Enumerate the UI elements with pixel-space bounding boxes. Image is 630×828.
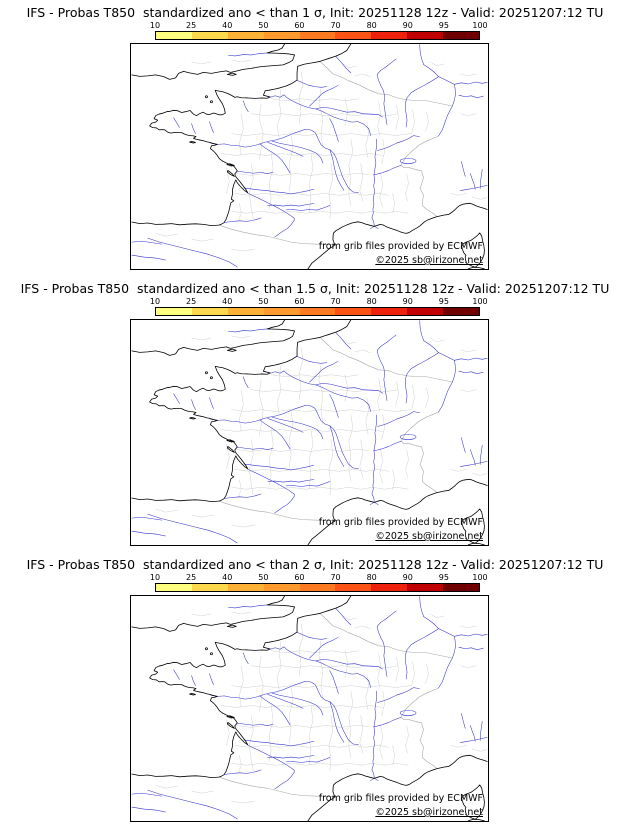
colorbar-segment (227, 308, 264, 315)
colorbar-segment (191, 308, 228, 315)
colorbar-segment (191, 32, 228, 39)
colorbar-segment (443, 584, 480, 591)
colorbar-segment (299, 584, 336, 591)
colorbar-tick: 40 (222, 573, 233, 582)
probability-colorbar: 10 25 40 50 60 70 80 90 95 100 (150, 573, 488, 593)
probability-colorbar: 10 25 40 50 60 70 80 90 95 100 (150, 21, 488, 41)
france-map (131, 596, 488, 821)
panel-sigma-1: IFS - Probas T850 standardized ano < tha… (0, 0, 630, 276)
france-map-frame: from grib files provided by ECMWF ©2025 … (130, 319, 489, 546)
colorbar-tick: 100 (472, 21, 488, 30)
ecmwf-credit: from grib files provided by ECMWF (318, 241, 483, 252)
panel-title: IFS - Probas T850 standardized ano < tha… (26, 557, 604, 572)
colorbar-segment (227, 32, 264, 39)
colorbar-tick: 60 (294, 21, 305, 30)
colorbar-tick: 80 (366, 573, 377, 582)
colorbar-tick: 25 (186, 297, 197, 306)
colorbar-tick-labels: 10 25 40 50 60 70 80 90 95 100 (150, 297, 488, 307)
panel-title: IFS - Probas T850 standardized ano < tha… (26, 5, 604, 20)
colorbar-segment (191, 584, 228, 591)
colorbar-segment (156, 584, 192, 591)
colorbar-segment (335, 584, 372, 591)
colorbar-tick-labels: 10 25 40 50 60 70 80 90 95 100 (150, 21, 488, 31)
colorbar-segment (299, 308, 336, 315)
copyright-credit: ©2025 sb@irizone.net (375, 531, 483, 542)
panel-sigma-2: IFS - Probas T850 standardized ano < tha… (0, 552, 630, 828)
copyright-credit: ©2025 sb@irizone.net (375, 255, 483, 266)
colorbar-tick: 70 (330, 21, 341, 30)
colorbar-tick: 60 (294, 573, 305, 582)
colorbar-segment (371, 308, 408, 315)
ecmwf-credit: from grib files provided by ECMWF (318, 793, 483, 804)
colorbar-segment (443, 32, 480, 39)
colorbar-tick: 25 (186, 21, 197, 30)
panel-title: IFS - Probas T850 standardized ano < tha… (20, 281, 610, 296)
colorbar-tick: 50 (258, 297, 269, 306)
colorbar-segment (156, 32, 192, 39)
panel-sigma-1-5: IFS - Probas T850 standardized ano < tha… (0, 276, 630, 552)
colorbar-tick: 100 (472, 573, 488, 582)
colorbar-tick: 25 (186, 573, 197, 582)
colorbar-segment (407, 584, 444, 591)
colorbar-tick: 95 (438, 573, 449, 582)
colorbar-tick: 90 (402, 297, 413, 306)
colorbar-tick: 90 (402, 21, 413, 30)
colorbar-segment (156, 308, 192, 315)
colorbar-segment (299, 32, 336, 39)
colorbar-tick: 10 (149, 573, 161, 582)
colorbar-segment (263, 308, 300, 315)
colorbar-tick: 50 (258, 573, 269, 582)
colorbar-gradient (155, 31, 480, 40)
colorbar-tick: 95 (438, 21, 449, 30)
colorbar-segment (227, 584, 264, 591)
colorbar-tick: 70 (330, 297, 341, 306)
colorbar-segment (371, 32, 408, 39)
colorbar-segment (263, 584, 300, 591)
colorbar-segment (407, 32, 444, 39)
colorbar-gradient (155, 307, 480, 316)
probability-colorbar: 10 25 40 50 60 70 80 90 95 100 (150, 297, 488, 317)
colorbar-tick-labels: 10 25 40 50 60 70 80 90 95 100 (150, 573, 488, 583)
france-map (131, 44, 488, 269)
colorbar-tick: 90 (402, 573, 413, 582)
colorbar-tick: 60 (294, 297, 305, 306)
colorbar-gradient (155, 583, 480, 592)
colorbar-tick: 50 (258, 21, 269, 30)
colorbar-segment (335, 308, 372, 315)
colorbar-segment (335, 32, 372, 39)
colorbar-segment (407, 308, 444, 315)
colorbar-tick: 100 (472, 297, 488, 306)
colorbar-tick: 10 (149, 21, 161, 30)
colorbar-segment (371, 584, 408, 591)
copyright-credit: ©2025 sb@irizone.net (375, 807, 483, 818)
france-map-frame: from grib files provided by ECMWF ©2025 … (130, 43, 489, 270)
colorbar-tick: 80 (366, 21, 377, 30)
colorbar-tick: 70 (330, 573, 341, 582)
france-map (131, 320, 488, 545)
france-map-frame: from grib files provided by ECMWF ©2025 … (130, 595, 489, 822)
colorbar-tick: 40 (222, 297, 233, 306)
colorbar-tick: 40 (222, 21, 233, 30)
ecmwf-credit: from grib files provided by ECMWF (318, 517, 483, 528)
colorbar-tick: 80 (366, 297, 377, 306)
colorbar-tick: 10 (149, 297, 161, 306)
colorbar-segment (443, 308, 480, 315)
colorbar-segment (263, 32, 300, 39)
colorbar-tick: 95 (438, 297, 449, 306)
